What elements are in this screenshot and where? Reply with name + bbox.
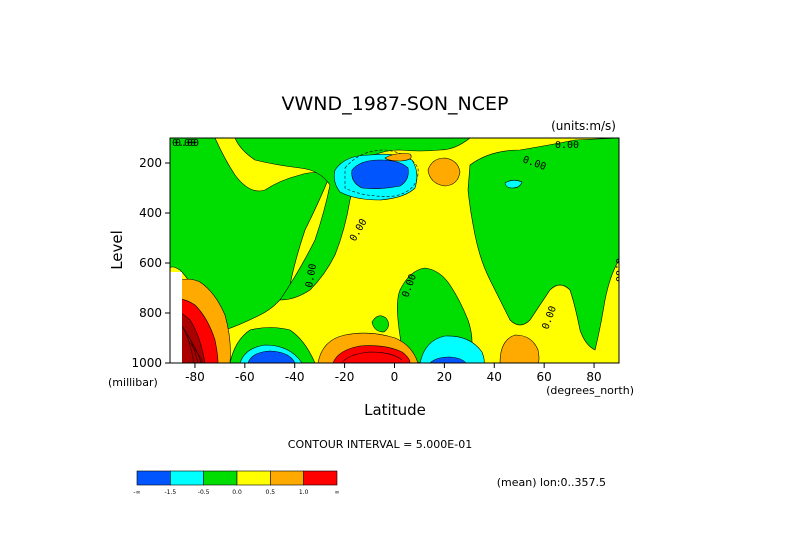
x-units-label: (degrees_north) <box>546 384 634 397</box>
colorbar-swatch <box>136 470 171 486</box>
field-blue-south-surface <box>247 350 296 363</box>
y-units-label: (millibar) <box>108 376 158 389</box>
x-tick-label: -20 <box>335 370 355 384</box>
plot-area: 0.00 0.000.000.000.00 0.000.000.000.00 <box>169 137 624 364</box>
y-axis: 200 400 600 800 1000 <box>131 156 170 370</box>
field-orange-upper-small <box>384 153 412 162</box>
contour-label: 0.00 <box>175 138 199 149</box>
colorbar-label: -0.5 <box>198 489 210 496</box>
units-label: (units:m/s) <box>551 119 616 133</box>
contour-label: 0.00 <box>304 263 319 289</box>
field-blue-eq-surface <box>429 356 467 363</box>
y-tick-label: 600 <box>139 256 162 270</box>
x-tick-label: 60 <box>537 370 552 384</box>
colorbar-label: 1.0 <box>299 489 309 496</box>
colorbar-label: 0.5 <box>266 489 276 496</box>
field-cyan-north-small <box>504 179 523 189</box>
colorbar-label: -∞ <box>133 489 140 496</box>
y-tick-label: 800 <box>139 306 162 320</box>
missing-data-patch <box>170 272 182 363</box>
x-tick-label: -40 <box>285 370 305 384</box>
colorbar-label: -1.5 <box>164 489 176 496</box>
colorbar-swatch <box>203 470 238 486</box>
mean-note: (mean) lon:0..357.5 <box>497 476 606 489</box>
field-orange-upper <box>427 157 461 187</box>
contour-label: 0.00 <box>172 138 196 149</box>
contour-interval-label: CONTOUR INTERVAL = 5.000E-01 <box>288 438 472 451</box>
field-cyan-eq-surface <box>419 335 485 363</box>
field-green-east <box>467 138 619 351</box>
x-tick-label: -60 <box>235 370 255 384</box>
y-tick-label: 400 <box>139 206 162 220</box>
field-orange-north-surface <box>499 334 540 363</box>
x-axis-label: Latitude <box>364 401 426 419</box>
colorbar-swatch <box>170 470 204 486</box>
colorbar-swatch <box>236 470 271 486</box>
chart-title: VWND_1987-SON_NCEP <box>281 93 508 115</box>
x-tick-label: 20 <box>437 370 452 384</box>
colorbar-label: 0.0 <box>232 489 242 496</box>
y-axis-label: Level <box>108 230 126 270</box>
contour-red-inner <box>341 351 403 363</box>
contour-dash <box>344 149 419 197</box>
field-red-surface <box>332 345 411 363</box>
x-axis: -80 -60 -40 -20 0 20 40 60 80 <box>185 363 602 384</box>
colorbar-swatch <box>303 470 338 486</box>
colorbar-label: ∞ <box>335 489 340 496</box>
x-tick-label: 80 <box>586 370 601 384</box>
contour-label: 0.00 <box>613 258 624 282</box>
field-blue-upper <box>351 159 409 189</box>
y-tick-label: 200 <box>139 156 162 170</box>
colorbar-swatch <box>270 470 304 486</box>
colorbar: -∞ -1.5 -0.5 0.0 0.5 1.0 ∞ <box>133 470 340 496</box>
x-tick-label: 40 <box>487 370 502 384</box>
x-tick-label: 0 <box>391 370 399 384</box>
field-green-small <box>371 315 389 333</box>
y-tick-label: 1000 <box>131 356 162 370</box>
x-tick-label: -80 <box>185 370 205 384</box>
contour-label: 0.00 <box>555 140 579 151</box>
